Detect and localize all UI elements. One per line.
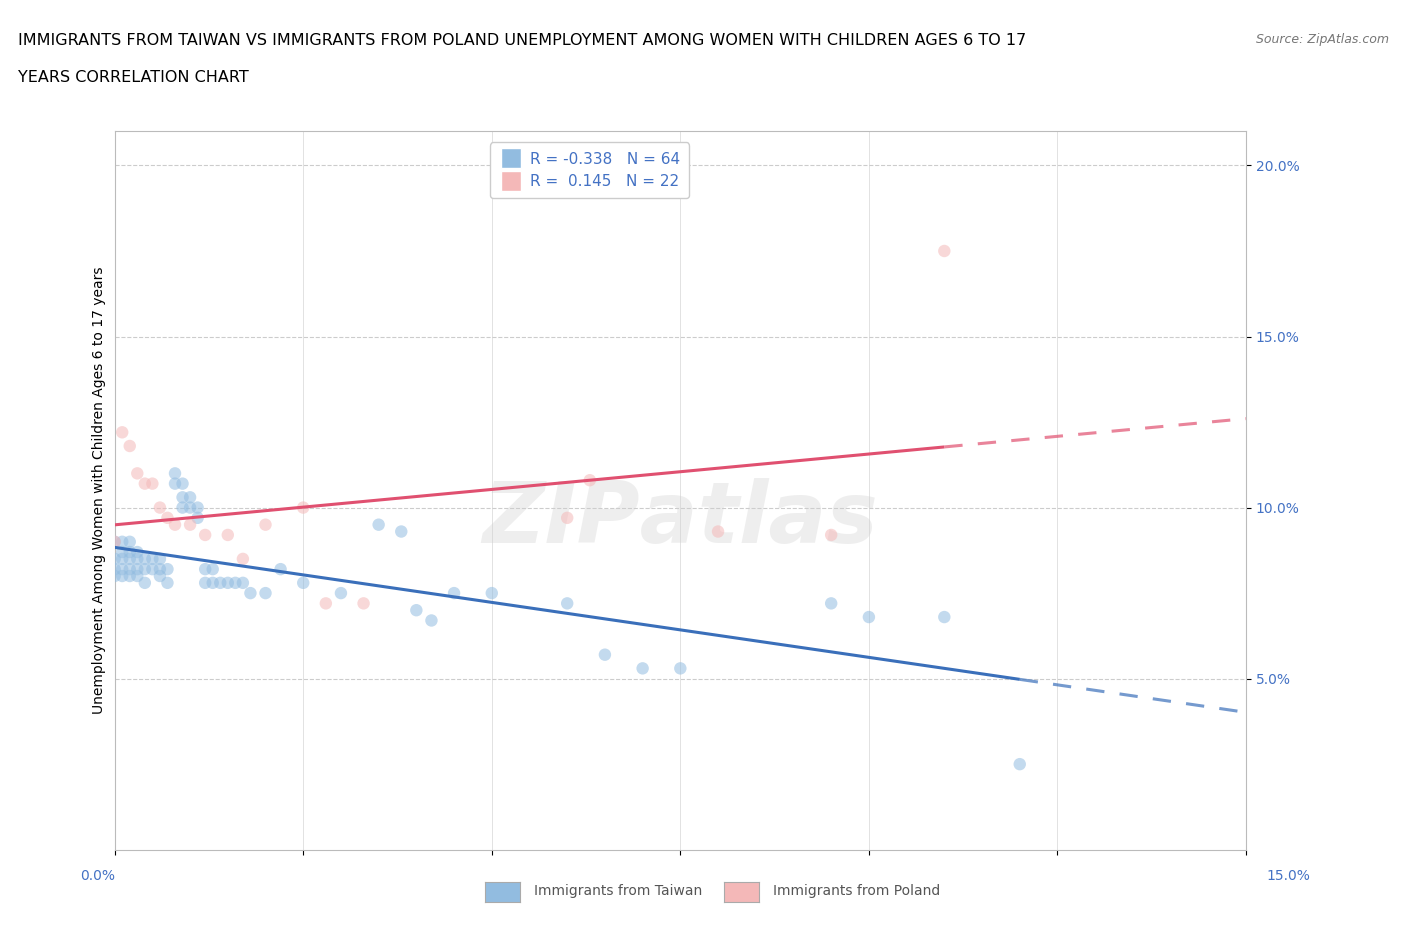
Point — [149, 562, 172, 577]
Point — [254, 586, 277, 601]
Point — [820, 596, 842, 611]
Y-axis label: Unemployment Among Women with Children Ages 6 to 17 years: Unemployment Among Women with Children A… — [93, 267, 107, 714]
Point — [179, 490, 201, 505]
Text: YEARS CORRELATION CHART: YEARS CORRELATION CHART — [18, 70, 249, 85]
Point — [209, 576, 232, 591]
Point — [141, 551, 163, 566]
Point — [934, 244, 956, 259]
Point — [254, 517, 277, 532]
Point — [163, 517, 186, 532]
Point — [179, 500, 201, 515]
Point — [163, 476, 186, 491]
Point — [149, 568, 172, 583]
Text: Source: ZipAtlas.com: Source: ZipAtlas.com — [1256, 33, 1389, 46]
Point — [270, 562, 292, 577]
Point — [163, 466, 186, 481]
Point — [443, 586, 465, 601]
Point — [149, 551, 172, 566]
Point — [555, 511, 578, 525]
Point — [239, 586, 262, 601]
Point — [292, 576, 315, 591]
Point — [141, 476, 163, 491]
Point — [127, 562, 149, 577]
Point — [217, 576, 239, 591]
Point — [111, 568, 134, 583]
Point — [934, 609, 956, 624]
Point — [149, 500, 172, 515]
Point — [353, 596, 375, 611]
Point — [156, 562, 179, 577]
Point — [201, 562, 224, 577]
Point — [111, 425, 134, 440]
Point — [156, 511, 179, 525]
Point — [118, 562, 141, 577]
Point — [217, 527, 239, 542]
Point — [127, 545, 149, 560]
Point — [707, 525, 730, 539]
Point — [134, 576, 156, 591]
Point — [555, 596, 578, 611]
Point — [669, 661, 692, 676]
Text: 15.0%: 15.0% — [1267, 869, 1310, 883]
Point — [367, 517, 389, 532]
Point — [118, 439, 141, 454]
Point — [292, 500, 315, 515]
Point — [194, 576, 217, 591]
Point — [194, 562, 217, 577]
Text: 0.0%: 0.0% — [80, 869, 115, 883]
Point — [111, 545, 134, 560]
Point — [481, 586, 503, 601]
Point — [111, 562, 134, 577]
Point — [111, 551, 134, 566]
Point — [420, 613, 443, 628]
Point — [104, 551, 127, 566]
Point — [127, 466, 149, 481]
Legend: R = -0.338   N = 64, R =  0.145   N = 22: R = -0.338 N = 64, R = 0.145 N = 22 — [491, 142, 689, 198]
Point — [134, 551, 156, 566]
Point — [194, 527, 217, 542]
Text: Immigrants from Taiwan: Immigrants from Taiwan — [534, 884, 703, 898]
Point — [389, 525, 412, 539]
Point — [232, 551, 254, 566]
Point — [1008, 757, 1031, 772]
Point — [134, 562, 156, 577]
Point — [187, 511, 209, 525]
Point — [118, 545, 141, 560]
Point — [104, 535, 127, 550]
Point — [820, 527, 842, 542]
Point — [104, 535, 127, 550]
Point — [187, 500, 209, 515]
Point — [579, 472, 602, 487]
Text: Immigrants from Poland: Immigrants from Poland — [773, 884, 941, 898]
Point — [127, 568, 149, 583]
Point — [858, 609, 880, 624]
Point — [172, 500, 194, 515]
Point — [172, 476, 194, 491]
Point — [593, 647, 616, 662]
Text: IMMIGRANTS FROM TAIWAN VS IMMIGRANTS FROM POLAND UNEMPLOYMENT AMONG WOMEN WITH C: IMMIGRANTS FROM TAIWAN VS IMMIGRANTS FRO… — [18, 33, 1026, 47]
Point — [134, 476, 156, 491]
Point — [127, 551, 149, 566]
Point — [111, 535, 134, 550]
Point — [201, 576, 224, 591]
Point — [405, 603, 427, 618]
Point — [118, 568, 141, 583]
Text: ZIP​atlas: ZIP​atlas — [482, 478, 879, 561]
Point — [224, 576, 246, 591]
Point — [631, 661, 654, 676]
Point — [179, 517, 201, 532]
Point — [329, 586, 352, 601]
Point — [172, 490, 194, 505]
Point — [118, 535, 141, 550]
Point — [156, 576, 179, 591]
Point — [232, 576, 254, 591]
Point — [315, 596, 337, 611]
Point — [141, 562, 163, 577]
Point — [118, 551, 141, 566]
Point — [104, 562, 127, 577]
Point — [104, 568, 127, 583]
